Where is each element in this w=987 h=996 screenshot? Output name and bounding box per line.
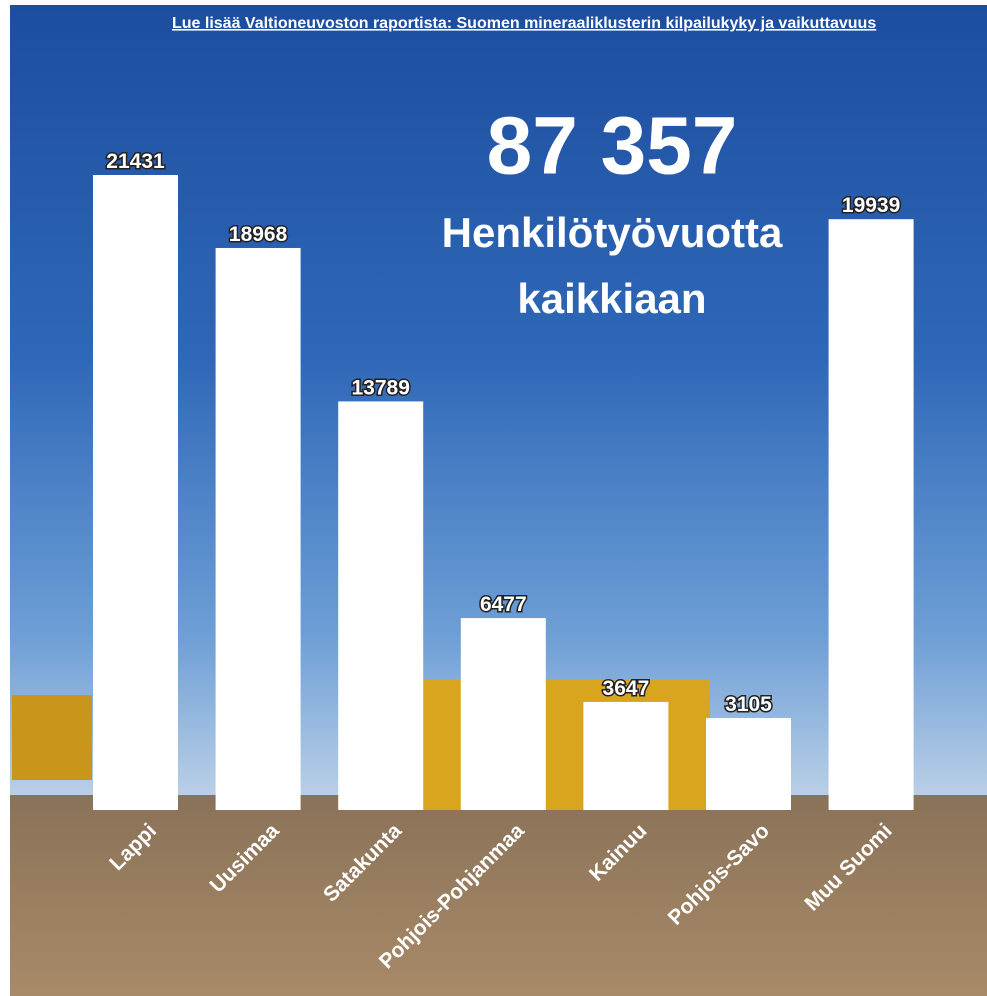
dozer — [12, 695, 92, 780]
value-label: 19939 — [842, 194, 900, 217]
subtitle: Henkilötyövuotta kaikkiaan — [412, 200, 812, 332]
value-label: 21431 — [106, 150, 165, 173]
value-label: 13789 — [351, 376, 409, 399]
bar — [583, 702, 668, 810]
value-label: 18968 — [229, 223, 288, 246]
value-label: 3105 — [725, 693, 772, 716]
headline: 87 357 — [487, 101, 738, 192]
bar — [706, 718, 791, 810]
chart: Lue lisää Valtioneuvoston raportista: Su… — [0, 0, 987, 996]
value-label: 6477 — [480, 593, 527, 616]
bar — [216, 248, 301, 810]
value-label: 3647 — [603, 677, 650, 700]
bar — [338, 401, 423, 810]
ground — [10, 795, 987, 996]
page: Lue lisää Valtioneuvoston raportista: Su… — [0, 0, 987, 996]
bar — [829, 219, 914, 810]
bar — [461, 618, 546, 810]
bar — [93, 175, 178, 810]
report-link[interactable]: Lue lisää Valtioneuvoston raportista: Su… — [172, 15, 876, 32]
